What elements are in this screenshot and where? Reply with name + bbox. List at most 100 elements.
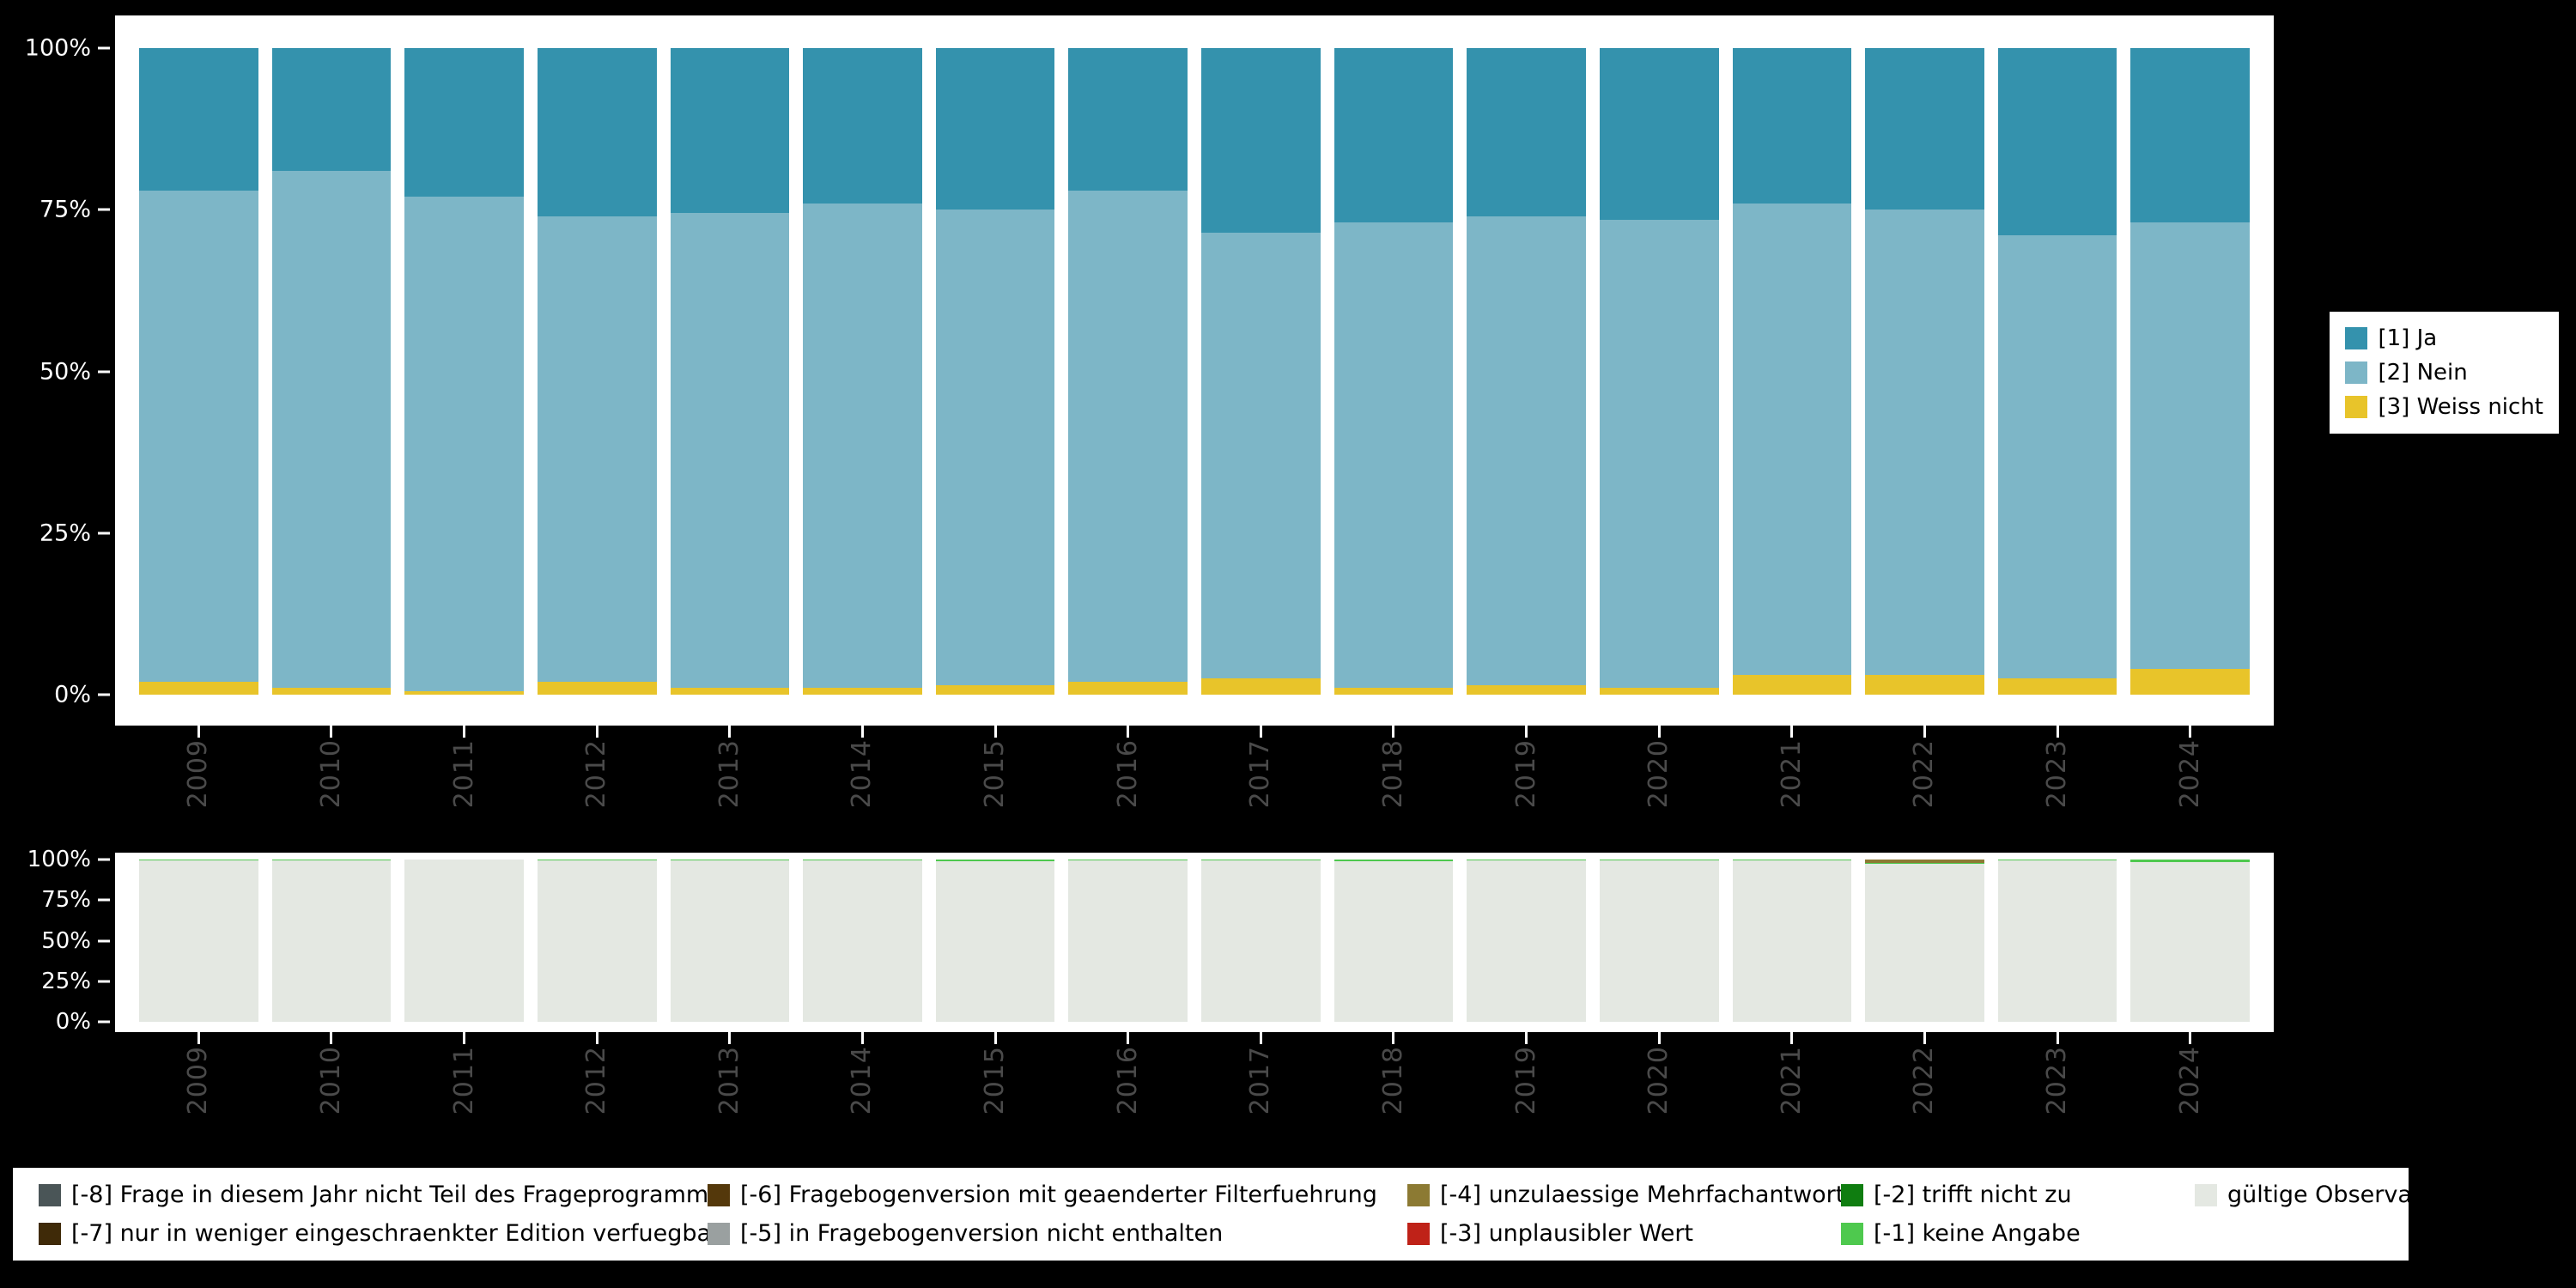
top-y-axis-scale: 0% 25% 50% 75% 100% bbox=[0, 37, 115, 707]
x-tick-cell bbox=[404, 1032, 524, 1044]
y-tick-mark bbox=[98, 980, 110, 983]
bar-segment bbox=[803, 203, 922, 689]
x-tick-cell bbox=[139, 726, 258, 738]
x-tick-cell bbox=[1334, 726, 1454, 738]
legend-key-swatch bbox=[2345, 361, 2368, 384]
bar-2023 bbox=[1997, 860, 2117, 1022]
x-axis-label-2012: 2012 bbox=[581, 739, 612, 809]
x-axis-label-2009: 2009 bbox=[183, 739, 214, 809]
y-tick-mark bbox=[98, 1020, 110, 1024]
top-chart-bars bbox=[139, 48, 2250, 695]
x-axis-label-2022: 2022 bbox=[1909, 1046, 1940, 1115]
bar-segment bbox=[139, 190, 258, 682]
x-axis-label-2011: 2011 bbox=[448, 739, 479, 809]
y-tick-mark bbox=[98, 898, 110, 902]
legend-key-swatch bbox=[1841, 1222, 1863, 1245]
x-label-cell: 2010 bbox=[272, 1046, 392, 1147]
bar-segment bbox=[935, 210, 1055, 685]
bar-2020 bbox=[1599, 48, 1719, 695]
bar-segment bbox=[139, 48, 258, 191]
x-tick-mark bbox=[1657, 1032, 1661, 1044]
bar-2014 bbox=[803, 48, 922, 695]
x-tick-cell bbox=[1865, 726, 1984, 738]
bar-segment bbox=[1997, 678, 2117, 695]
x-axis-label-2024: 2024 bbox=[2174, 739, 2205, 809]
bar-segment bbox=[404, 691, 524, 695]
x-tick-mark bbox=[330, 1032, 333, 1044]
bar-segment bbox=[803, 688, 922, 695]
bar-segment bbox=[1068, 860, 1188, 1022]
y-axis-label: 0% bbox=[54, 681, 91, 708]
x-axis-label-2014: 2014 bbox=[847, 739, 878, 809]
y-axis-label: 25% bbox=[41, 968, 91, 994]
legend-key-swatch bbox=[1407, 1222, 1430, 1245]
bar-segment bbox=[1732, 675, 1852, 695]
y-axis-label: 100% bbox=[27, 847, 91, 872]
bar-segment bbox=[537, 860, 657, 1022]
bar-segment bbox=[1467, 684, 1586, 695]
top-chart: 0% 25% 50% 75% 100% bbox=[0, 15, 2274, 726]
bottom-y-axis: 0% 25% 50% 75% 100% bbox=[0, 848, 115, 1033]
bar-segment bbox=[1732, 860, 1852, 1022]
bar-2021 bbox=[1732, 48, 1852, 695]
bar-segment bbox=[404, 197, 524, 692]
bar-2012 bbox=[537, 860, 657, 1022]
y-tick-mark bbox=[98, 208, 110, 211]
bar-2016 bbox=[1068, 48, 1188, 695]
x-axis-label-2022: 2022 bbox=[1909, 739, 1940, 809]
bar-2014 bbox=[803, 860, 922, 1022]
y-tick-mark bbox=[98, 939, 110, 942]
x-tick-cell bbox=[1201, 726, 1321, 738]
x-tick-cell bbox=[671, 1032, 790, 1044]
x-tick-cell bbox=[2130, 726, 2250, 738]
bar-segment bbox=[1865, 863, 1984, 864]
bar-segment bbox=[271, 688, 392, 695]
bar-2019 bbox=[1467, 860, 1586, 1022]
legend-label: [-7] nur in weniger eingeschraenkter Edi… bbox=[71, 1220, 721, 1247]
x-label-cell: 2024 bbox=[2130, 1046, 2250, 1147]
bar-2009 bbox=[139, 860, 258, 1022]
y-axis-label: 50% bbox=[41, 927, 91, 954]
legend-label: [-5] in Fragebogenversion nicht enthalte… bbox=[740, 1220, 1224, 1247]
x-tick-cell bbox=[671, 726, 790, 738]
bar-segment bbox=[1997, 235, 2117, 679]
y-tick-mark bbox=[98, 693, 110, 696]
bar-2024 bbox=[2130, 860, 2250, 1022]
x-axis-label-2016: 2016 bbox=[1112, 1046, 1143, 1115]
top-chart-panel bbox=[115, 15, 2274, 726]
x-tick-mark bbox=[595, 1032, 598, 1044]
bar-segment bbox=[1467, 860, 1586, 1022]
x-tick-cell bbox=[1068, 1032, 1188, 1044]
x-tick-cell bbox=[1467, 1032, 1586, 1044]
legend-key-swatch bbox=[1841, 1183, 1863, 1206]
legend-label: [-6] Fragebogenversion mit geaenderter F… bbox=[740, 1182, 1377, 1208]
x-axis-label-2009: 2009 bbox=[183, 1046, 214, 1115]
x-label-cell: 2012 bbox=[538, 739, 657, 841]
bar-2012 bbox=[537, 48, 657, 695]
x-label-cell: 2020 bbox=[1600, 1046, 1719, 1147]
bar-segment bbox=[1334, 222, 1454, 689]
legend-label: [-4] unzulaessige Mehrfachantwort bbox=[1440, 1182, 1845, 1208]
legend-key-swatch bbox=[1407, 1183, 1430, 1206]
legend-entry: [2] Nein bbox=[2345, 360, 2543, 386]
x-tick-cell bbox=[1733, 1032, 1852, 1044]
bottom-x-labels: 2009 2010 2011 2012 2013 2014 2015 2016 2017 2018… bbox=[139, 1046, 2250, 1147]
bar-segment bbox=[670, 860, 790, 1022]
x-tick-cell bbox=[538, 1032, 657, 1044]
top-x-ticks bbox=[139, 726, 2250, 739]
bottom-chart-bars bbox=[139, 860, 2250, 1022]
x-tick-cell bbox=[139, 1032, 258, 1044]
y-tick-mark bbox=[98, 532, 110, 535]
bar-segment bbox=[404, 860, 524, 1022]
x-axis-label-2012: 2012 bbox=[581, 1046, 612, 1115]
bar-segment bbox=[2130, 860, 2250, 862]
x-label-cell: 2015 bbox=[936, 1046, 1055, 1147]
bottom-chart-panel bbox=[115, 853, 2274, 1032]
legend-label: [-3] unplausibler Wert bbox=[1440, 1220, 1694, 1247]
x-tick-mark bbox=[1923, 1032, 1926, 1044]
bar-2022 bbox=[1865, 48, 1984, 695]
x-axis-label-2010: 2010 bbox=[315, 739, 346, 809]
x-tick-cell bbox=[936, 726, 1055, 738]
bar-segment bbox=[1865, 675, 1984, 695]
